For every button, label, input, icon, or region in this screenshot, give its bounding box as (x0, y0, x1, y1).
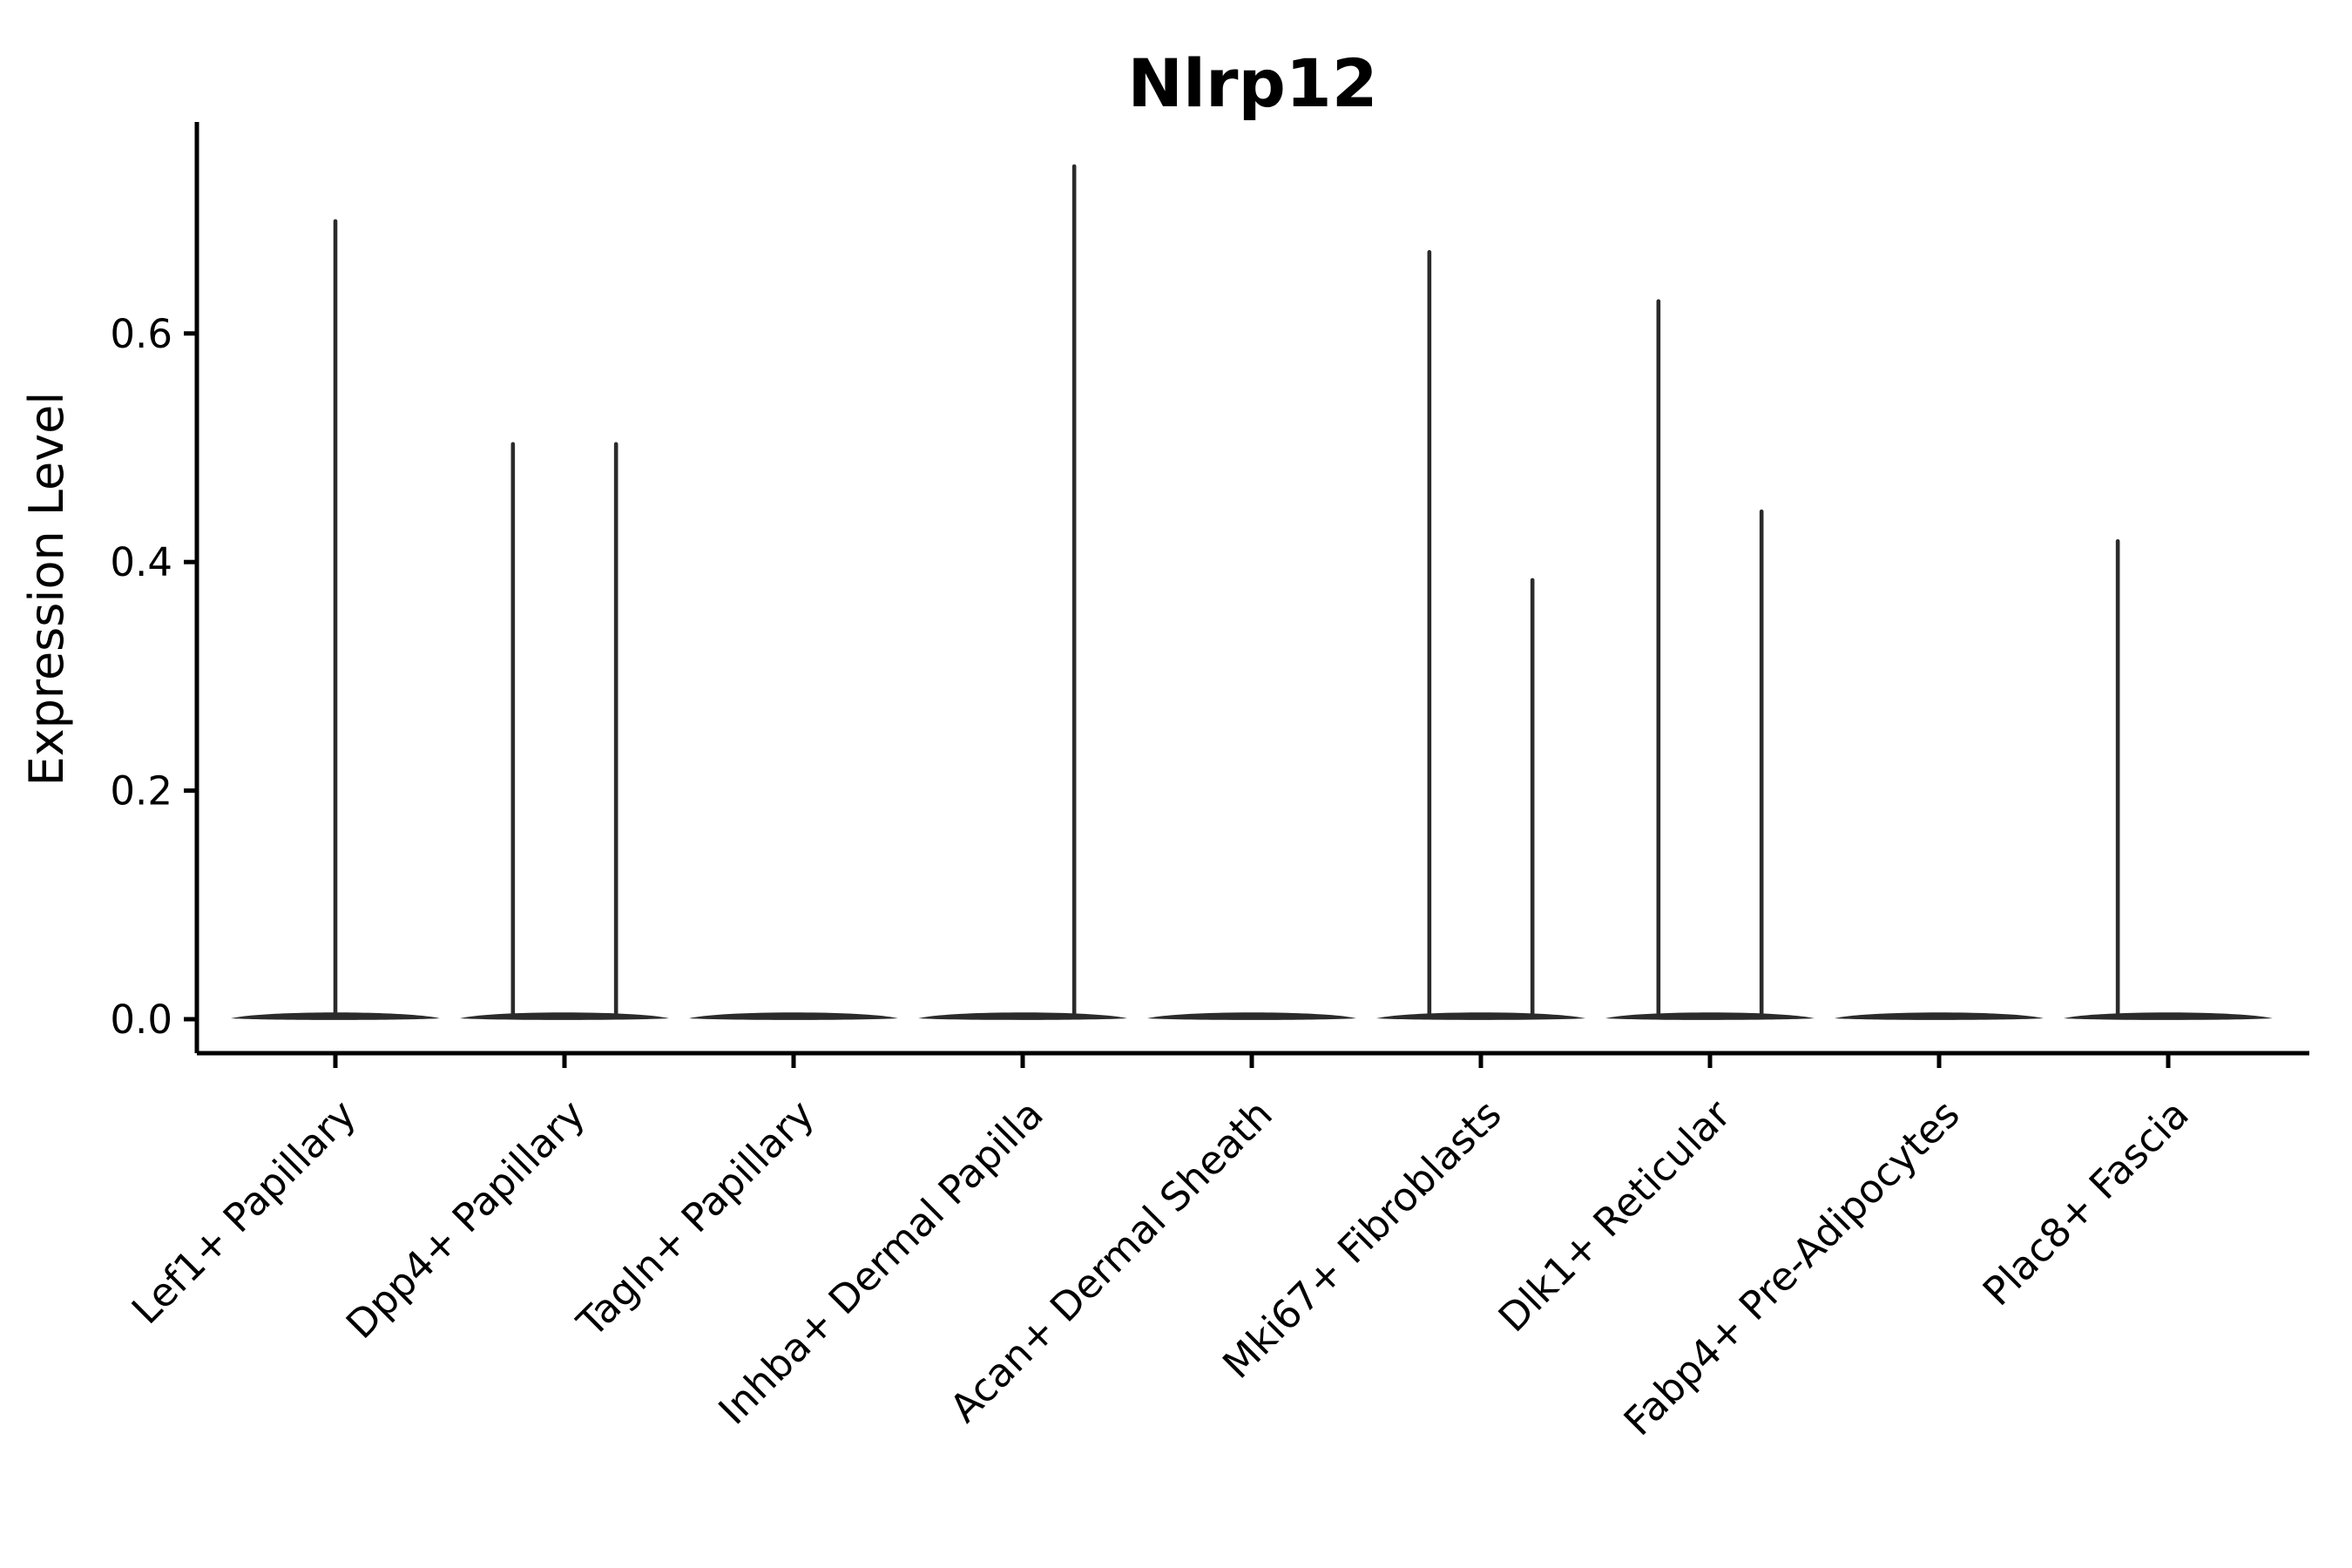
violin-baseline (918, 1012, 1127, 1020)
violin-spike (1759, 509, 1764, 1017)
x-tick-label: Dlk1+ Reticular (1490, 1091, 1740, 1341)
y-tick-label: 0.0 (110, 997, 172, 1043)
violin-spike (1427, 250, 1432, 1017)
violin-baseline (1605, 1012, 1815, 1020)
violin-baseline (1147, 1012, 1356, 1020)
violin-spike (2115, 538, 2120, 1017)
chart-title: Nlrp12 (1127, 44, 1377, 122)
violin-baseline (689, 1012, 898, 1020)
x-axis-ticks (333, 1053, 2171, 1068)
x-tick-label: Lef1+ Papillary (123, 1091, 365, 1333)
x-tick-label: Dpp4+ Papillary (337, 1091, 594, 1348)
y-axis-ticks: 0.0 0.2 0.4 0.6 (110, 311, 197, 1043)
violin-spike (333, 219, 338, 1017)
violin-spike (1071, 164, 1077, 1017)
violin-baseline (460, 1012, 669, 1020)
violin-spike (1530, 578, 1535, 1017)
x-tick-label: Tagln+ Papillary (568, 1091, 823, 1346)
x-tick-label: Plac8+ Fascia (1974, 1091, 2198, 1315)
violin-baseline (1376, 1012, 1585, 1020)
violin-spike (613, 442, 618, 1017)
y-tick-label: 0.6 (110, 311, 172, 357)
violins-layer (231, 164, 2273, 1020)
violin-spike (1656, 299, 1661, 1017)
y-tick-label: 0.2 (110, 768, 172, 814)
violin-baseline (1835, 1012, 2044, 1020)
violin-baseline (2064, 1012, 2273, 1020)
y-axis-label: Expression Level (19, 392, 74, 787)
y-tick-label: 0.4 (110, 539, 172, 585)
violin-spike (510, 442, 516, 1017)
